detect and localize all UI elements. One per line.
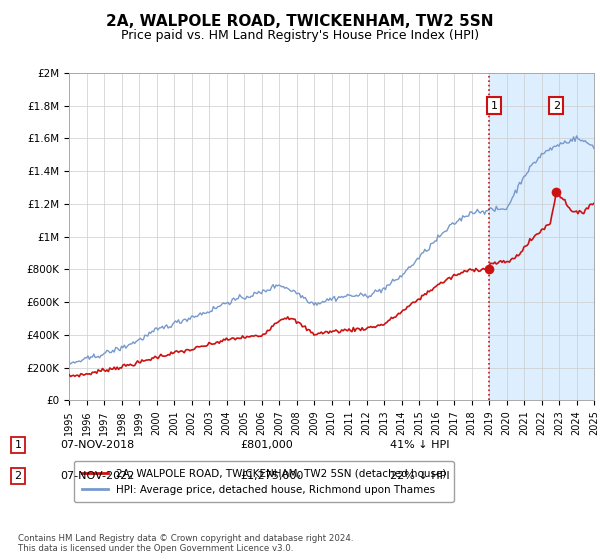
Text: 07-NOV-2018: 07-NOV-2018 xyxy=(60,440,134,450)
Text: 2: 2 xyxy=(14,471,22,481)
Text: 2: 2 xyxy=(553,101,560,110)
Text: 1: 1 xyxy=(491,101,498,110)
Legend: 2A, WALPOLE ROAD, TWICKENHAM, TW2 5SN (detached house), HPI: Average price, deta: 2A, WALPOLE ROAD, TWICKENHAM, TW2 5SN (d… xyxy=(74,461,454,502)
Text: 41% ↓ HPI: 41% ↓ HPI xyxy=(390,440,449,450)
Text: 22% ↓ HPI: 22% ↓ HPI xyxy=(390,471,449,481)
Text: Price paid vs. HM Land Registry's House Price Index (HPI): Price paid vs. HM Land Registry's House … xyxy=(121,29,479,42)
Text: 07-NOV-2022: 07-NOV-2022 xyxy=(60,471,134,481)
Text: 1: 1 xyxy=(14,440,22,450)
Text: £801,000: £801,000 xyxy=(240,440,293,450)
Text: £1,275,000: £1,275,000 xyxy=(240,471,304,481)
Text: Contains HM Land Registry data © Crown copyright and database right 2024.
This d: Contains HM Land Registry data © Crown c… xyxy=(18,534,353,553)
Text: 2A, WALPOLE ROAD, TWICKENHAM, TW2 5SN: 2A, WALPOLE ROAD, TWICKENHAM, TW2 5SN xyxy=(106,14,494,29)
Bar xyxy=(489,73,594,400)
